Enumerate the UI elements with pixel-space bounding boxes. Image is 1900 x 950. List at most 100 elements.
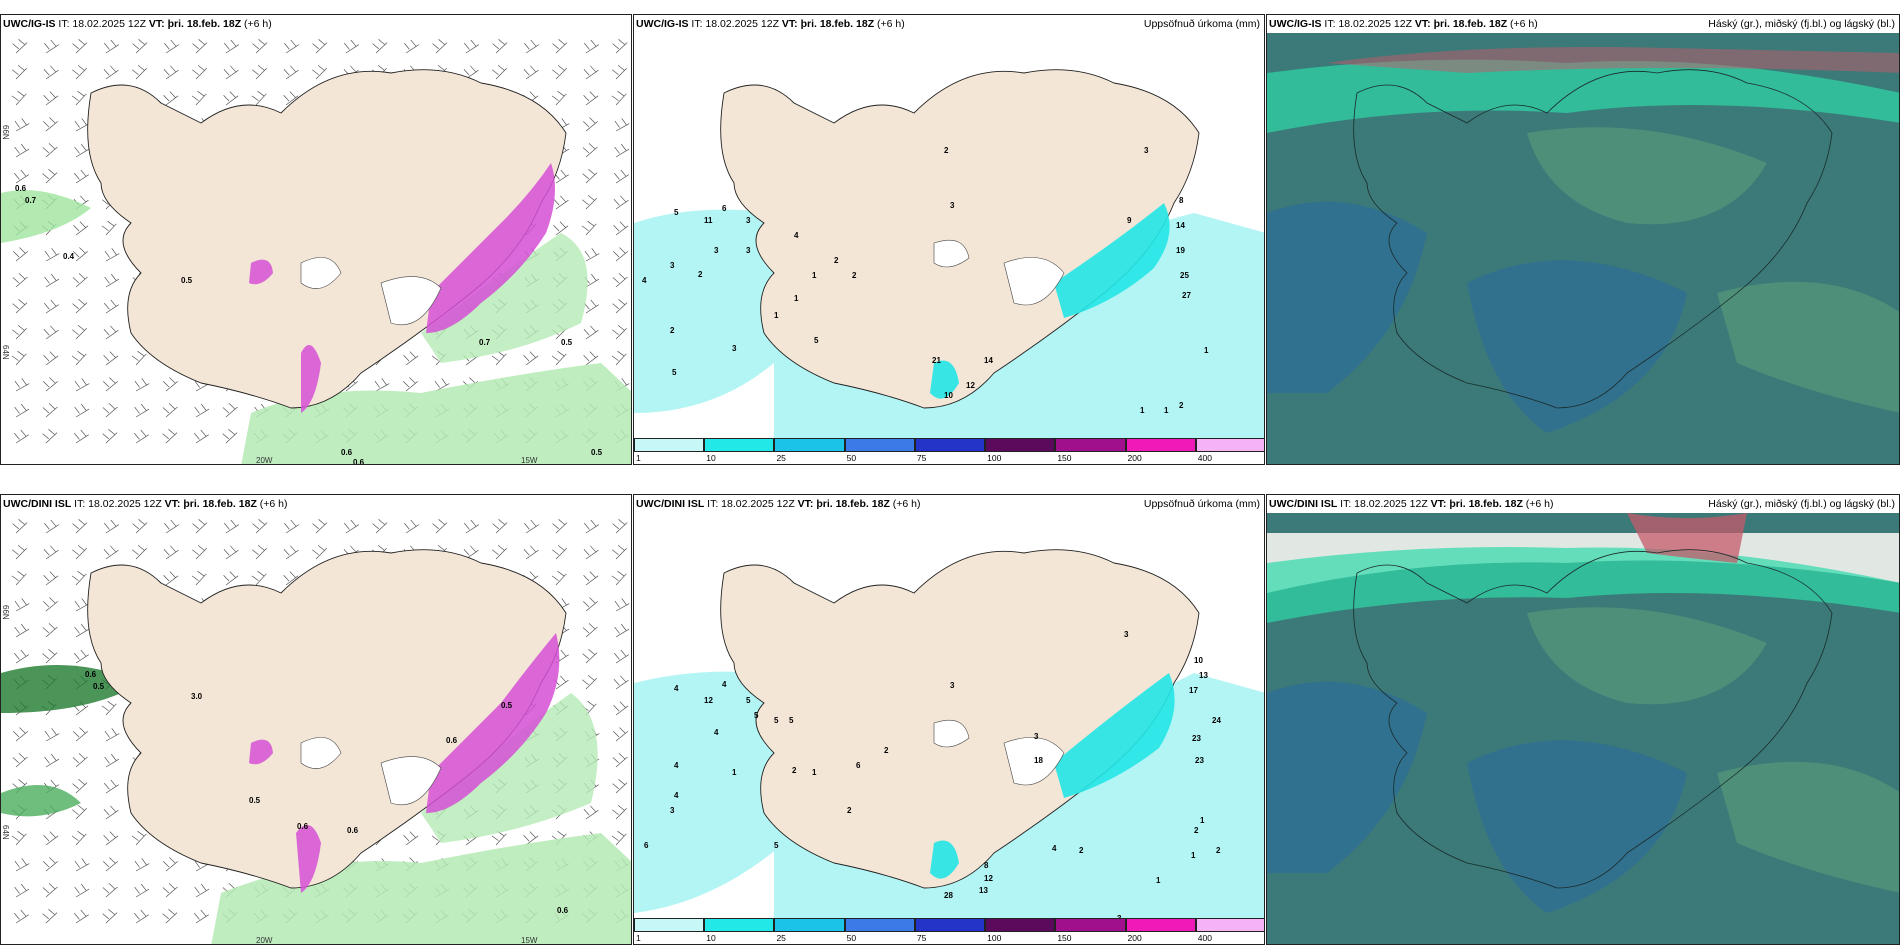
wind-barb — [103, 65, 119, 80]
wind-barb — [132, 64, 147, 80]
value-label: 5 — [774, 841, 779, 850]
glacier — [1003, 257, 1065, 306]
value-label: 0.6 — [85, 670, 97, 679]
value-label: 13 — [979, 886, 988, 895]
wind-barb — [192, 544, 207, 560]
value-label: 6 — [722, 204, 727, 213]
precip-heavy-area — [930, 840, 959, 879]
wind-barb — [523, 831, 539, 846]
wind-barb — [42, 597, 59, 612]
wind-barb — [72, 519, 88, 534]
value-label: 24 — [1212, 716, 1221, 725]
wind-barb — [163, 91, 179, 106]
value-label: 3 — [950, 201, 955, 210]
wind-barb — [12, 324, 27, 340]
value-label: 1 — [732, 768, 737, 777]
wind-barb — [162, 403, 178, 418]
wind-barb — [223, 39, 239, 54]
wind-barb — [163, 545, 179, 560]
wind-barb — [193, 909, 209, 924]
colorbar-tick: 200 — [1127, 453, 1142, 463]
wind-barb — [132, 519, 148, 534]
value-label: 5 — [674, 208, 679, 217]
value-label: 5 — [754, 711, 759, 720]
precip-light-area — [634, 671, 794, 913]
wind-barb — [403, 831, 419, 846]
wind-barb — [492, 64, 507, 80]
wind-barb — [72, 273, 88, 288]
value-label: 4 — [794, 231, 799, 240]
wind-barb — [283, 91, 299, 106]
wind-barb — [372, 519, 388, 534]
wind-barb — [132, 544, 147, 560]
wind-barb — [252, 39, 268, 54]
lat-label-66n: 66N — [1, 125, 10, 140]
cloud-mid-area — [1717, 281, 1899, 413]
wind-barb — [584, 248, 600, 262]
wind-barb — [492, 519, 508, 534]
wind-barb — [612, 64, 627, 80]
wind-barb — [14, 598, 30, 612]
precip-colorbar: 1 10 25 50 75 100 150 200 400 — [634, 436, 1264, 464]
wind-barb — [103, 299, 119, 314]
wind-barb — [312, 64, 327, 80]
wind-value-labels: 0.6 0.5 3.0 0.5 0.6 0.6 0.6 0.5 0.6 — [85, 670, 569, 915]
lon-label-15w: 15W — [521, 456, 538, 465]
value-label: 3 — [1124, 630, 1129, 639]
wind-barb — [552, 544, 567, 560]
wind-barb — [43, 545, 59, 560]
wind-barb — [583, 805, 599, 820]
wind-barb — [132, 39, 148, 54]
wind-barb — [583, 519, 599, 534]
cloud-low-area — [1267, 201, 1427, 393]
wind-barb — [583, 39, 599, 54]
wind-barb — [252, 519, 268, 534]
wind-barb — [312, 39, 328, 54]
wind-barb — [72, 544, 87, 560]
wind-barb — [552, 64, 567, 80]
wind-barb — [134, 883, 150, 898]
wind-barb — [74, 598, 90, 612]
wind-barb — [582, 674, 597, 690]
wind-barb — [162, 883, 178, 898]
wind-barb — [613, 701, 629, 716]
value-label: 3 — [670, 806, 675, 815]
wind-barb — [134, 858, 150, 872]
wind-barb — [222, 429, 238, 444]
value-label: 0.6 — [353, 458, 365, 465]
cloud-low-area — [1267, 681, 1427, 873]
wind-barb — [14, 118, 30, 132]
value-label: 12 — [984, 874, 993, 883]
colorbar-swatch — [1195, 918, 1264, 932]
wind-barb — [13, 649, 29, 664]
wind-barb — [102, 403, 118, 418]
wind-barb — [71, 830, 87, 846]
wind-barb — [103, 325, 119, 340]
colorbar-swatch — [1055, 918, 1126, 932]
wind-barb — [12, 753, 28, 768]
wind-barb — [102, 429, 118, 444]
wind-barb — [252, 64, 267, 80]
wind-barb — [42, 883, 58, 898]
panel-header: UWC/DINI ISL IT: 18.02.2025 12Z VT: þri.… — [636, 498, 921, 510]
wind-barb — [613, 221, 629, 236]
colorbar-tick: 400 — [1197, 453, 1212, 463]
precip-colorbar: 1 10 25 50 75 100 150 200 400 — [634, 916, 1264, 944]
value-label: 2 — [1194, 826, 1199, 835]
colorbar-tick: 100 — [987, 453, 1002, 463]
wind-barb — [13, 429, 29, 444]
value-label: 8 — [984, 861, 989, 870]
wind-barb — [44, 273, 60, 288]
wind-barb — [552, 519, 568, 534]
value-label: 0.7 — [25, 196, 37, 205]
cloud-mid-area — [1527, 607, 1767, 705]
value-label: 1 — [1164, 406, 1169, 415]
wind-barb — [551, 90, 567, 106]
snow-band — [249, 259, 273, 285]
precip-heavy-area — [1054, 673, 1175, 798]
colorbar-swatch — [914, 918, 986, 932]
value-label: 2 — [884, 746, 889, 755]
wind-barb — [162, 377, 179, 392]
wind-barb — [613, 169, 629, 184]
value-label: 0.6 — [557, 906, 569, 915]
